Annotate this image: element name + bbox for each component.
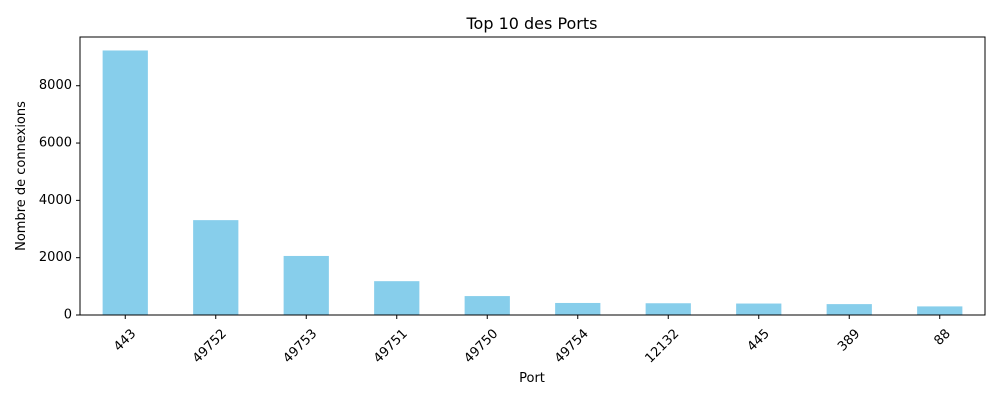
y-axis: 0 2000 4000 6000 8000	[39, 78, 80, 323]
x-tick-label: 443	[111, 326, 139, 354]
bar-49751	[374, 281, 420, 315]
x-tick-label: 12132	[642, 326, 682, 366]
bar-12132	[645, 303, 691, 315]
bar-49750	[464, 296, 510, 315]
y-tick-label: 4000	[39, 193, 72, 208]
x-tick-label: 88	[931, 326, 953, 348]
bar-445	[736, 303, 782, 315]
chart-title: Top 10 des Ports	[465, 14, 597, 33]
bar-389	[826, 304, 872, 315]
x-tick-label: 445	[745, 326, 773, 354]
bar-88	[917, 306, 963, 315]
x-axis: 443 49752 49753 49751 49750 49754 12132 445 389 8…	[111, 315, 954, 366]
x-tick-label: 49750	[461, 326, 501, 366]
bar-49753	[283, 255, 329, 315]
bar-49754	[555, 302, 601, 315]
x-tick-label: 49754	[552, 326, 592, 366]
y-tick-label: 0	[64, 308, 72, 323]
plot-frame	[79, 36, 986, 316]
bar-49752	[193, 220, 239, 315]
y-tick-label: 8000	[39, 78, 72, 93]
bar-443	[102, 50, 148, 316]
x-axis-title: Port	[519, 371, 545, 386]
y-axis-title: Nombre de connexions	[14, 101, 29, 251]
x-tick-label: 49752	[190, 326, 230, 366]
y-tick-label: 6000	[39, 136, 72, 151]
x-tick-label: 389	[835, 326, 863, 354]
y-tick-label: 2000	[39, 250, 72, 265]
x-tick-label: 49753	[280, 326, 320, 366]
bars-group	[102, 50, 963, 316]
x-tick-label: 49751	[371, 326, 411, 366]
